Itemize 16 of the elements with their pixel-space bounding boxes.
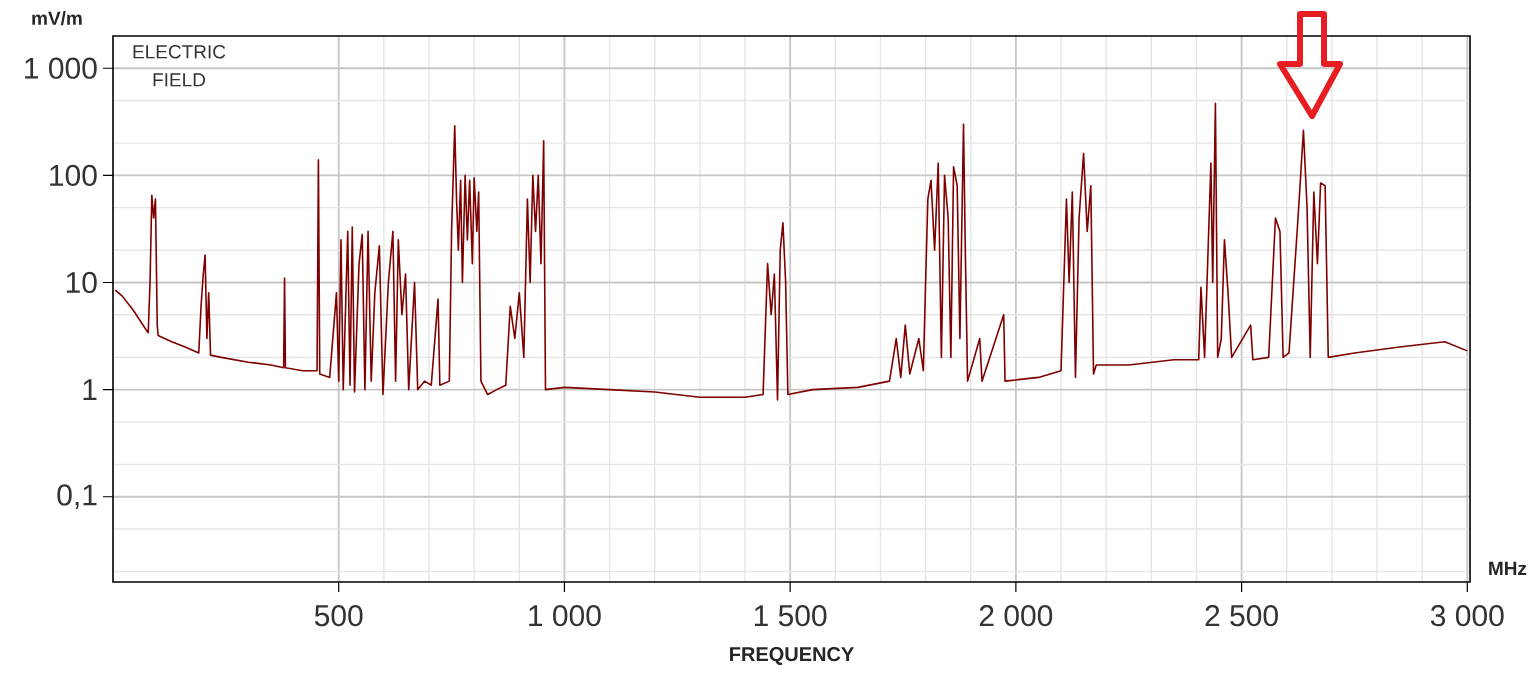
annotation: ELECTRIC FIELD [133, 45, 226, 87]
x-tick-label: 2 000 [979, 605, 1053, 627]
x-tick-label: 1 000 [529, 605, 601, 627]
y-tick-label: 10 [66, 271, 97, 294]
x-tick-label: 500 [314, 605, 363, 627]
y-tick-label: 1 000 [25, 57, 97, 79]
x-axis-title: FREQUENCY [730, 647, 854, 665]
x-tick-label: 1 500 [754, 605, 827, 627]
x-tick-label: 3 000 [1430, 605, 1504, 627]
y-tick-label: 0,1 [57, 484, 97, 510]
y-axis-title: mV/m [32, 11, 82, 26]
y-tick-label: 1 [83, 379, 97, 400]
line-series [114, 102, 1469, 401]
x-tick-label: 2 500 [1205, 605, 1278, 627]
y-tick-label: 100 [50, 164, 97, 186]
text: MHz [1489, 561, 1527, 575]
